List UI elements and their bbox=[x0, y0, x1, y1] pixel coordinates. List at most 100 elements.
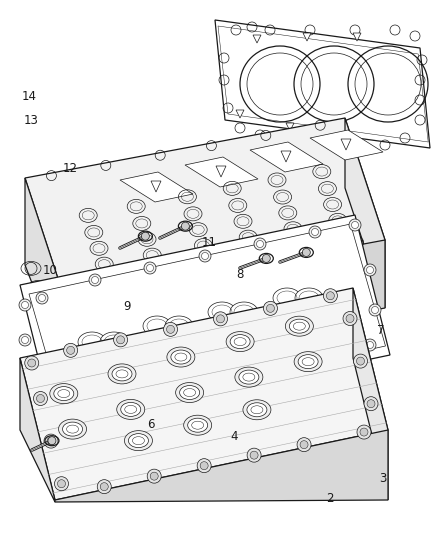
Circle shape bbox=[181, 222, 189, 230]
Circle shape bbox=[141, 232, 149, 240]
Circle shape bbox=[33, 392, 47, 406]
Circle shape bbox=[67, 346, 74, 354]
Circle shape bbox=[364, 264, 376, 276]
Ellipse shape bbox=[108, 364, 136, 384]
Circle shape bbox=[201, 253, 208, 260]
Circle shape bbox=[54, 412, 66, 424]
Circle shape bbox=[112, 402, 119, 409]
Circle shape bbox=[302, 248, 310, 256]
Circle shape bbox=[113, 333, 127, 347]
Circle shape bbox=[364, 397, 378, 411]
Ellipse shape bbox=[54, 386, 74, 401]
Polygon shape bbox=[216, 166, 226, 177]
Circle shape bbox=[326, 292, 334, 300]
Polygon shape bbox=[281, 151, 291, 162]
Polygon shape bbox=[295, 288, 323, 308]
Polygon shape bbox=[165, 316, 193, 336]
Polygon shape bbox=[65, 240, 385, 368]
Circle shape bbox=[225, 378, 232, 385]
Circle shape bbox=[334, 352, 346, 364]
Polygon shape bbox=[100, 332, 128, 352]
Circle shape bbox=[28, 359, 36, 367]
Ellipse shape bbox=[121, 402, 141, 416]
Ellipse shape bbox=[187, 418, 208, 432]
Circle shape bbox=[109, 400, 121, 412]
Circle shape bbox=[254, 238, 266, 250]
Circle shape bbox=[57, 480, 66, 488]
Circle shape bbox=[54, 477, 68, 491]
Polygon shape bbox=[120, 172, 193, 202]
Circle shape bbox=[200, 462, 208, 470]
Ellipse shape bbox=[184, 415, 212, 435]
Polygon shape bbox=[353, 33, 361, 41]
Circle shape bbox=[371, 306, 378, 313]
Polygon shape bbox=[236, 110, 244, 118]
Circle shape bbox=[57, 415, 64, 422]
Ellipse shape bbox=[235, 367, 263, 387]
Polygon shape bbox=[151, 181, 161, 192]
Circle shape bbox=[36, 292, 48, 304]
Circle shape bbox=[222, 376, 234, 388]
Text: 7: 7 bbox=[377, 324, 385, 336]
Circle shape bbox=[64, 343, 78, 357]
Circle shape bbox=[92, 277, 99, 284]
Circle shape bbox=[89, 274, 101, 286]
Polygon shape bbox=[20, 358, 55, 502]
Polygon shape bbox=[55, 430, 388, 502]
Polygon shape bbox=[78, 332, 106, 352]
Polygon shape bbox=[20, 215, 390, 425]
Circle shape bbox=[27, 376, 33, 384]
Ellipse shape bbox=[59, 419, 87, 439]
Polygon shape bbox=[353, 288, 388, 500]
Polygon shape bbox=[25, 178, 65, 368]
Circle shape bbox=[44, 434, 58, 448]
Circle shape bbox=[357, 357, 364, 365]
Text: 14: 14 bbox=[21, 91, 36, 103]
Polygon shape bbox=[208, 302, 236, 322]
Circle shape bbox=[169, 391, 176, 398]
Circle shape bbox=[250, 451, 258, 459]
Circle shape bbox=[364, 339, 376, 351]
Circle shape bbox=[367, 342, 374, 349]
Ellipse shape bbox=[117, 399, 145, 419]
Circle shape bbox=[24, 374, 36, 386]
Circle shape bbox=[323, 289, 337, 303]
Ellipse shape bbox=[124, 431, 152, 450]
Polygon shape bbox=[230, 302, 258, 322]
Circle shape bbox=[19, 334, 31, 346]
Circle shape bbox=[279, 364, 291, 376]
Circle shape bbox=[163, 322, 177, 336]
Circle shape bbox=[369, 304, 381, 316]
Circle shape bbox=[262, 254, 270, 262]
Polygon shape bbox=[273, 288, 301, 308]
Text: 13: 13 bbox=[24, 115, 39, 127]
Circle shape bbox=[199, 250, 211, 262]
Circle shape bbox=[19, 299, 31, 311]
Circle shape bbox=[311, 229, 318, 236]
Circle shape bbox=[297, 438, 311, 451]
Circle shape bbox=[257, 240, 264, 247]
Circle shape bbox=[21, 302, 28, 309]
Ellipse shape bbox=[294, 352, 322, 372]
Circle shape bbox=[117, 336, 124, 344]
Circle shape bbox=[100, 483, 108, 491]
Circle shape bbox=[39, 295, 46, 302]
Text: 9: 9 bbox=[123, 301, 131, 313]
Circle shape bbox=[349, 219, 361, 231]
Ellipse shape bbox=[171, 350, 191, 364]
Ellipse shape bbox=[239, 370, 259, 384]
Text: 6: 6 bbox=[147, 418, 155, 432]
Circle shape bbox=[213, 312, 227, 326]
Circle shape bbox=[266, 304, 275, 312]
Polygon shape bbox=[250, 142, 323, 172]
Circle shape bbox=[97, 480, 111, 494]
Circle shape bbox=[336, 354, 343, 361]
Ellipse shape bbox=[63, 422, 82, 436]
Ellipse shape bbox=[247, 403, 267, 417]
Text: 4: 4 bbox=[230, 431, 238, 443]
Ellipse shape bbox=[286, 316, 313, 336]
Circle shape bbox=[48, 437, 56, 445]
Circle shape bbox=[367, 266, 374, 273]
Text: 2: 2 bbox=[326, 492, 334, 505]
Circle shape bbox=[346, 314, 354, 322]
